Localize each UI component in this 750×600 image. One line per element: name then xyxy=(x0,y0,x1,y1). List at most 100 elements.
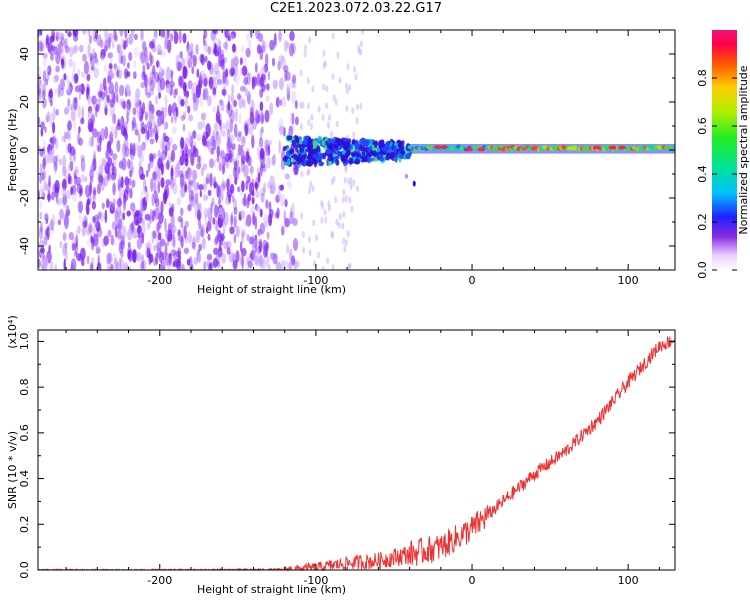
snr-frame xyxy=(37,329,676,571)
band-cell xyxy=(377,153,383,158)
noise-cell xyxy=(42,53,48,67)
noise-cell xyxy=(284,218,290,228)
noise-cell xyxy=(283,39,289,52)
noise-cell xyxy=(184,137,190,149)
noise-cell xyxy=(187,131,193,145)
noise-cell xyxy=(232,194,235,203)
noise-cell xyxy=(212,105,216,113)
noise-cell xyxy=(277,189,281,200)
band-cell xyxy=(321,139,326,147)
noise-cell xyxy=(51,227,55,234)
noise-cell xyxy=(245,34,250,42)
noise-cell xyxy=(77,68,81,77)
noise-cell xyxy=(161,259,167,267)
noise-cell xyxy=(223,56,228,64)
noise-cell xyxy=(220,252,227,264)
noise-cell xyxy=(48,88,53,103)
noise-cell xyxy=(180,137,185,150)
colorbar-tick-label: 0.4 xyxy=(696,165,709,183)
noise-cell xyxy=(146,128,150,140)
noise-cell xyxy=(125,38,129,48)
noise-cell xyxy=(320,217,324,224)
noise-cell xyxy=(119,116,123,128)
noise-cell xyxy=(360,30,364,35)
noise-cell xyxy=(173,237,176,249)
noise-cell xyxy=(278,77,285,90)
noise-cell xyxy=(99,135,102,146)
noise-cell xyxy=(51,32,55,40)
noise-cell xyxy=(274,32,277,46)
noise-cell xyxy=(241,136,245,143)
noise-cell xyxy=(321,113,325,121)
noise-cell xyxy=(246,175,250,184)
noise-cell xyxy=(144,185,148,192)
noise-cell xyxy=(331,32,335,40)
noise-cell xyxy=(222,71,226,85)
noise-cell xyxy=(113,63,117,70)
noise-cell xyxy=(77,225,81,235)
noise-cell xyxy=(171,126,177,134)
noise-cell xyxy=(72,34,79,42)
noise-cell xyxy=(221,180,227,189)
noise-cell xyxy=(154,198,160,208)
noise-cell xyxy=(151,209,155,222)
noise-cell xyxy=(63,131,66,144)
noise-cell xyxy=(95,103,100,113)
noise-cell xyxy=(71,242,76,251)
band-cell xyxy=(294,135,300,143)
noise-cell xyxy=(331,263,335,270)
hotspot-cell xyxy=(608,145,617,150)
noise-cell xyxy=(133,46,139,58)
noise-cell xyxy=(54,74,59,82)
noise-cell xyxy=(181,237,184,249)
colorbar-tick-label: 0.0 xyxy=(696,261,709,279)
noise-cell xyxy=(264,109,270,123)
noise-cell xyxy=(221,88,227,96)
noise-cell xyxy=(342,210,346,218)
noise-cell xyxy=(109,98,115,108)
noise-cell xyxy=(170,177,174,190)
noise-cell xyxy=(72,169,77,178)
band-cell xyxy=(299,148,305,154)
noise-cell xyxy=(234,108,238,122)
noise-cell xyxy=(230,134,235,143)
noise-cell xyxy=(178,170,184,178)
noise-cell xyxy=(171,233,176,247)
noise-cell xyxy=(49,261,54,270)
noise-cell xyxy=(104,98,109,109)
noise-cell xyxy=(212,87,217,96)
band-cell xyxy=(412,180,416,187)
noise-cell xyxy=(199,190,203,198)
noise-cell xyxy=(275,96,280,108)
noise-cell xyxy=(229,119,233,133)
noise-cell xyxy=(213,181,218,189)
noise-cell xyxy=(42,157,46,170)
noise-cell xyxy=(120,38,125,48)
noise-cell xyxy=(213,123,219,131)
noise-cell xyxy=(216,155,220,163)
noise-cell xyxy=(78,84,83,92)
noise-cell xyxy=(149,79,155,91)
noise-cell xyxy=(158,92,162,99)
noise-cell xyxy=(180,178,184,189)
noise-cell xyxy=(209,172,213,187)
noise-cell xyxy=(198,184,204,191)
noise-cell xyxy=(158,66,163,80)
noise-cell xyxy=(89,262,94,270)
noise-cell xyxy=(137,225,142,234)
noise-cell xyxy=(251,76,255,90)
noise-cell xyxy=(120,240,126,250)
noise-cell xyxy=(247,193,252,202)
band-cell xyxy=(358,138,365,145)
noise-cell xyxy=(256,205,261,212)
noise-cell xyxy=(133,71,137,80)
noise-cell xyxy=(291,42,297,55)
noise-cell xyxy=(301,231,305,238)
noise-cell xyxy=(203,30,208,39)
noise-cell xyxy=(256,72,261,87)
noise-cell xyxy=(116,69,120,78)
noise-cell xyxy=(141,102,146,115)
noise-cell xyxy=(315,234,318,242)
noise-cell xyxy=(248,125,254,136)
